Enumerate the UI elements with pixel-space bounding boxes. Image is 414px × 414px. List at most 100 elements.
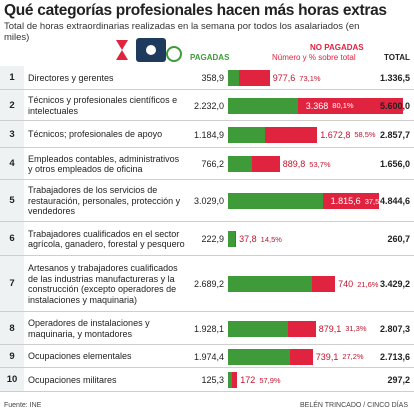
rank: 7 [0, 256, 24, 311]
row-divider [0, 90, 414, 121]
category-label: Técnicos; profesionales de apoyo [28, 129, 163, 140]
row-divider [0, 368, 414, 392]
total-label: 1.656,0 [379, 159, 410, 169]
rank: 4 [0, 148, 24, 179]
paid-bar [228, 231, 235, 247]
unpaid-bar [289, 348, 313, 365]
paid-bar [228, 70, 240, 86]
row-divider [0, 180, 414, 222]
category-label: Trabajadores de los servicios de restaur… [28, 185, 181, 217]
unpaid-bar [297, 97, 403, 114]
credit: BELÉN TRINCADO / CINCO DÍAS [299, 402, 408, 409]
unpaid-label: 977,6 [272, 73, 296, 83]
unpaid-label: 740 [338, 279, 354, 289]
unpaid-label: 889,8 [282, 159, 306, 169]
unpaid-label: 3.368 [305, 100, 329, 111]
unpaid-bar [251, 156, 280, 172]
unpaid-bar [265, 126, 318, 143]
percent-label: 80,1% [332, 101, 354, 110]
total-label: 3.429,2 [379, 279, 410, 289]
unpaid-label: 879,1 [318, 323, 342, 334]
paid-header: PAGADAS [190, 53, 230, 62]
paid-label: 1.928,1 [193, 323, 224, 334]
paid-label: 3.029,0 [193, 196, 224, 206]
total-label: 2.807,3 [379, 323, 410, 334]
total-label: 1.336,5 [379, 73, 410, 83]
unpaid-label: 37,8 [239, 234, 257, 244]
unpaid-bar [234, 231, 237, 247]
category-label: Ocupaciones elementales [28, 351, 132, 362]
icon [116, 38, 182, 62]
row-divider [0, 312, 414, 345]
unpaid-note: Número y % sobre total [272, 53, 356, 62]
row-divider [0, 222, 414, 256]
percent-label: 21,6% [357, 279, 379, 289]
unpaid-bar [322, 193, 380, 209]
paid-label: 222,9 [201, 234, 224, 244]
paid-bar [228, 372, 232, 388]
category-label: Operadores de instalaciones y maquinaria… [28, 318, 150, 339]
total-label: 2.713,6 [379, 351, 410, 362]
row-divider [0, 148, 414, 180]
unpaid-bar [239, 70, 270, 86]
row-divider [0, 345, 414, 368]
percent-label: 27,2% [342, 352, 364, 361]
total-label: 2.857,7 [379, 129, 410, 140]
unpaid-label: 1.672,8 [320, 129, 351, 140]
rank: 6 [0, 222, 24, 255]
rank: 2 [0, 90, 24, 120]
paid-bar [228, 126, 266, 143]
category-label: Directores y gerentes [28, 72, 114, 83]
paid-bar [228, 97, 298, 114]
rank: 10 [0, 368, 24, 391]
row-divider [0, 256, 414, 312]
total-header: TOTAL [384, 53, 410, 62]
total-label: 260,7 [387, 234, 410, 244]
percent-label: 57,9% [259, 375, 281, 385]
paid-bar [228, 320, 289, 337]
percent-label: 31,3% [345, 324, 367, 333]
paid-bar [228, 348, 290, 365]
unpaid-bar [312, 276, 336, 292]
percent-label: 14,5% [260, 234, 282, 244]
rank: 9 [0, 345, 24, 367]
category-label: Trabajadores cualificados en el sector a… [28, 228, 185, 250]
row-divider [0, 121, 414, 148]
rank: 1 [0, 66, 24, 89]
category-label: Empleados contables, administrativos y o… [28, 153, 180, 175]
subtitle: Total de horas extraordinarias realizada… [4, 21, 360, 43]
rank: 5 [0, 180, 24, 221]
category-label: Técnicos y profesionales científicos e i… [28, 95, 178, 116]
paid-bar [228, 276, 313, 292]
percent-label: 58,5% [354, 130, 376, 139]
title: Qué categorías profesionales hacen más h… [4, 2, 387, 19]
total-label: 297,2 [387, 375, 410, 385]
unpaid-header: NO PAGADAS [310, 43, 364, 52]
paid-label: 358,9 [201, 73, 224, 83]
paid-bar [228, 156, 252, 172]
percent-label: 37,5% [364, 196, 386, 206]
rank: 8 [0, 312, 24, 344]
total-label: 4.844,6 [379, 196, 410, 206]
paid-label: 2.689,2 [193, 279, 224, 289]
rank: 3 [0, 121, 24, 147]
unpaid-label: 172 [240, 375, 256, 385]
unpaid-label: 739,1 [315, 351, 339, 362]
row-divider [0, 66, 414, 90]
paid-label: 125,3 [201, 375, 224, 385]
paid-label: 1.184,9 [193, 129, 224, 140]
unpaid-label: 1.815,6 [330, 196, 361, 206]
source: Fuente: INE [4, 402, 42, 409]
unpaid-bar [288, 320, 316, 337]
category-label: Ocupaciones militares [28, 374, 117, 385]
paid-label: 766,2 [201, 159, 224, 169]
percent-label: 73,1% [299, 73, 321, 83]
paid-label: 2.232,0 [193, 100, 224, 111]
unpaid-bar [231, 372, 238, 388]
total-label: 5.600,0 [379, 100, 410, 111]
paid-label: 1.974,4 [193, 351, 224, 362]
paid-bar [228, 193, 323, 209]
percent-label: 53,7% [309, 159, 331, 169]
category-label: Artesanos y trabajadores cualificados de… [28, 263, 178, 305]
